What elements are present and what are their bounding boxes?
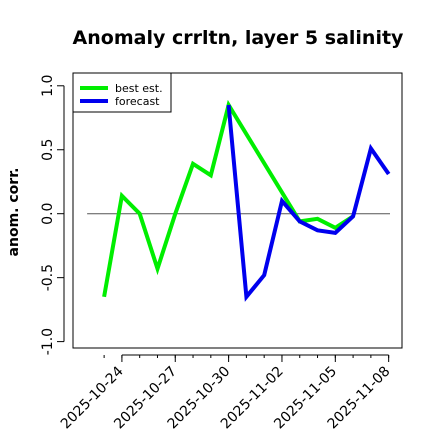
data-point	[175, 213, 176, 214]
y-tick-label: -1.0	[40, 328, 56, 355]
y-tick-label: -0.5	[40, 264, 56, 291]
data-point	[281, 200, 282, 201]
data-point	[104, 296, 105, 297]
data-point	[335, 232, 336, 233]
x-axis: 2025-10-242025-10-272025-10-302025-11-02…	[58, 354, 393, 432]
data-point	[299, 221, 300, 222]
legend-label-forecast: forecast	[115, 95, 160, 108]
series-line-best-est	[102, 99, 355, 298]
data-point	[228, 104, 229, 105]
y-tick-label: 0.5	[40, 139, 56, 161]
chart-title: Anomaly crrltn, layer 5 salinity	[73, 27, 404, 49]
data-point	[335, 227, 336, 228]
data-point	[210, 175, 211, 176]
y-axis-label: anom. corr.	[6, 168, 22, 257]
data-point	[388, 174, 389, 175]
y-tick-label: 1.0	[40, 75, 56, 97]
data-point	[264, 275, 265, 276]
data-point	[246, 296, 247, 297]
legend-label-best-est: best est.	[115, 82, 163, 95]
legend: best est. forecast	[72, 72, 172, 113]
data-point	[317, 230, 318, 231]
data-point	[370, 148, 371, 149]
y-tick-label: 0.0	[40, 203, 56, 225]
data-point	[157, 268, 158, 269]
data-point	[317, 218, 318, 219]
legend-box	[72, 72, 172, 113]
data-point	[139, 213, 140, 214]
data-point	[121, 195, 122, 196]
data-point	[353, 216, 354, 217]
data-point	[193, 163, 194, 164]
series-layer	[102, 99, 391, 302]
plot-frame	[72, 72, 403, 349]
y-axis: -1.0 -0.5 0.0 0.5 1.0	[40, 75, 65, 355]
series-line-forecast	[226, 104, 391, 302]
